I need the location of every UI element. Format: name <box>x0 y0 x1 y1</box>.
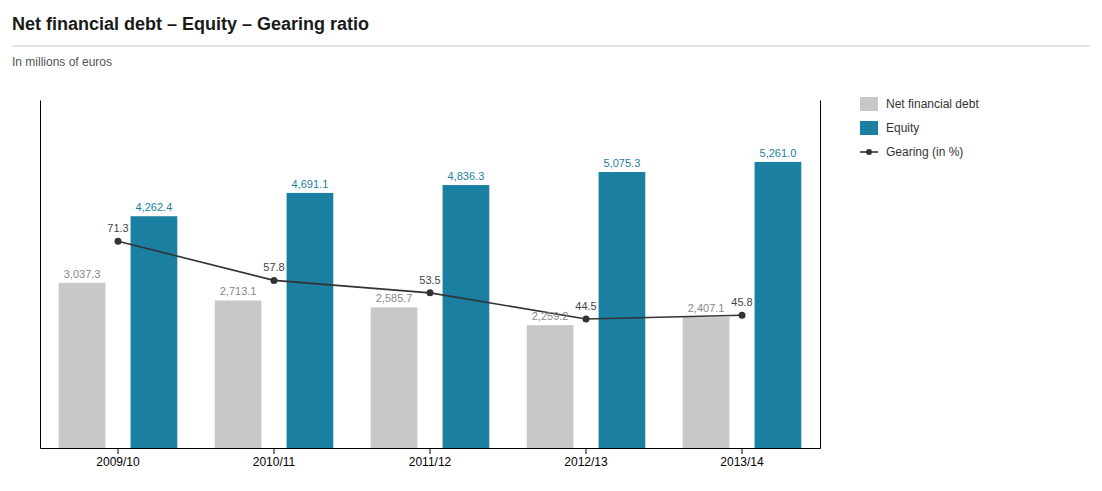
bar-label: 5,075.3 <box>604 157 641 169</box>
x-tick-label: 2013/14 <box>720 455 764 469</box>
bar <box>527 325 574 448</box>
legend-swatch <box>860 121 878 135</box>
bar <box>443 185 490 448</box>
bar <box>599 172 646 448</box>
bar-label: 4,691.1 <box>292 178 329 190</box>
line-point <box>115 238 122 245</box>
legend-swatch <box>860 97 878 111</box>
x-tick-mark <box>274 448 275 454</box>
line-point <box>583 315 590 322</box>
legend-item: Gearing (in %) <box>860 145 963 159</box>
chart: Net financial debt – Equity – Gearing ra… <box>0 0 1102 491</box>
legend-label: Gearing (in %) <box>886 145 963 159</box>
bar-label: 2,585.7 <box>376 292 413 304</box>
bar-label: 2,259.2 <box>532 310 569 322</box>
x-tick-mark <box>118 448 119 454</box>
x-tick: 2012/13 <box>564 448 608 469</box>
x-tick: 2013/14 <box>720 448 764 469</box>
x-tick: 2009/10 <box>96 448 140 469</box>
x-tick-mark <box>742 448 743 454</box>
x-tick: 2011/12 <box>409 448 452 469</box>
bar <box>683 317 730 448</box>
bar <box>287 193 334 448</box>
plot-marks <box>59 162 802 448</box>
bar-label: 4,836.3 <box>448 170 485 182</box>
bar <box>215 300 262 448</box>
bar <box>59 283 106 448</box>
data-labels: 3,037.3 2,713.1 2,585.7 2,259.2 2,407.1 4,262… <box>64 147 797 322</box>
title-rule <box>12 46 1090 47</box>
bar-label: 2,407.1 <box>688 302 725 314</box>
title: Net financial debt – Equity – Gearing ra… <box>12 14 369 34</box>
line-label: 71.3 <box>107 222 128 234</box>
x-axis: 2009/10 2010/11 2011/12 2012/13 2013/14 <box>41 448 821 469</box>
bar-series <box>131 162 802 448</box>
bar-label: 5,261.0 <box>760 147 797 159</box>
bar <box>371 307 418 448</box>
legend-item: Net financial debt <box>860 97 979 111</box>
x-tick-mark <box>586 448 587 454</box>
line-label: 57.8 <box>263 261 284 273</box>
y-axis <box>40 101 41 449</box>
line-point <box>271 277 278 284</box>
x-tick-mark <box>430 448 431 454</box>
x-tick-label: 2009/10 <box>96 455 140 469</box>
bar-label: 2,713.1 <box>220 285 257 297</box>
bar-label: 4,262.4 <box>136 201 173 213</box>
legend-swatch-marker <box>866 149 872 155</box>
subtitle: In millions of euros <box>12 55 112 69</box>
legend-label: Equity <box>886 121 919 135</box>
legend-item: Equity <box>860 121 919 135</box>
x-tick-label: 2010/11 <box>253 455 296 469</box>
y2-axis <box>820 101 821 449</box>
line-point <box>427 289 434 296</box>
bar-label: 3,037.3 <box>64 268 101 280</box>
bar <box>755 162 802 448</box>
legend-label: Net financial debt <box>886 97 979 111</box>
line-label: 53.5 <box>419 274 440 286</box>
x-tick: 2010/11 <box>253 448 296 469</box>
line <box>118 241 742 319</box>
legend: Net financial debt Equity Gearing (in %) <box>860 97 979 159</box>
y-axis-line <box>40 101 41 449</box>
line-label: 44.5 <box>575 300 596 312</box>
y2-axis-line <box>820 101 821 449</box>
line-point <box>739 312 746 319</box>
x-tick-label: 2012/13 <box>564 455 608 469</box>
line-label: 45.8 <box>731 296 752 308</box>
x-tick-label: 2011/12 <box>409 455 452 469</box>
